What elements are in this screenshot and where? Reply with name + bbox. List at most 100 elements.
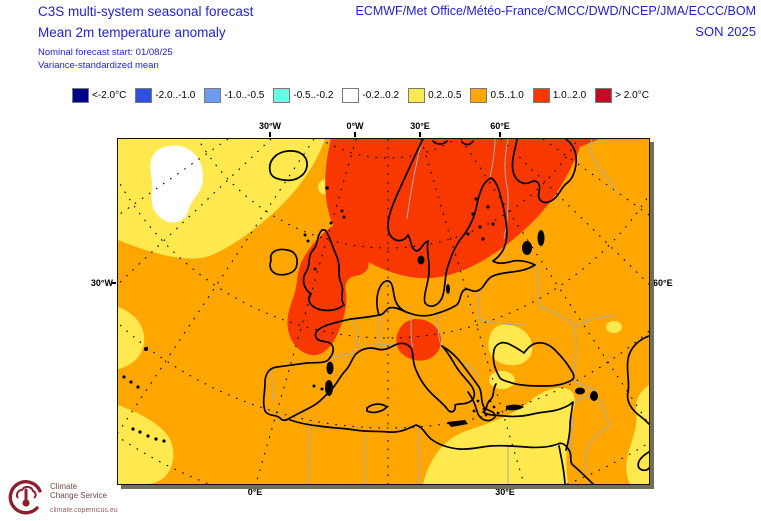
- borders-layer: [269, 139, 617, 484]
- axis-label-top-30w: 30°W: [258, 121, 282, 131]
- logo-url: climate.copernicus.eu: [50, 507, 118, 514]
- variance-label: Variance-standardized mean: [38, 60, 159, 71]
- legend-label: -1.0..-0.5: [224, 90, 265, 101]
- region-balkans-red: [396, 319, 442, 361]
- axis-tick: [254, 484, 256, 489]
- logo-text-block: Climate Change Service climate.copernicu…: [50, 476, 118, 514]
- lake-ladoga: [522, 241, 532, 255]
- coast-france-iberia: [262, 318, 352, 422]
- axis-label-bottom-30e: 30°E: [495, 487, 515, 497]
- axis-tick: [354, 132, 356, 137]
- islands-lakes-layer: [122, 186, 598, 443]
- lake-van: [575, 387, 585, 395]
- axis-tick: [419, 132, 421, 137]
- lake-urmia: [590, 391, 598, 401]
- island-cyprus: [506, 404, 524, 411]
- axis-tick: [111, 282, 116, 284]
- coast-mediterranean-italy: [289, 342, 476, 419]
- region-scandinavia-red: [325, 139, 599, 279]
- legend-label: <-2.0°C: [92, 90, 127, 101]
- axis-tick: [650, 282, 655, 284]
- legend-swatch: [470, 88, 488, 103]
- logo-line-1: Climate: [50, 482, 78, 491]
- legend-item-5: 0.2..0.5: [408, 88, 461, 103]
- color-legend: <-2.0°C -2.0..-1.0 -1.0..-0.5 -0.5..-0.2…: [72, 88, 649, 103]
- anomaly-map-canvas: [118, 139, 649, 484]
- coast-adriatic-greece: [441, 345, 496, 422]
- island-madeira: [144, 347, 148, 351]
- region-canary-yellow: [118, 405, 174, 484]
- region-atlantic-white: [150, 145, 204, 223]
- climate-change-service-icon: [8, 480, 42, 515]
- region-middle-east-yellow: [423, 387, 575, 484]
- axis-label-top-30e: 30°E: [410, 121, 430, 131]
- legend-swatch: [408, 88, 426, 103]
- coast-denmark: [376, 280, 407, 316]
- copernicus-logo: Climate Change Service climate.copernicu…: [6, 476, 118, 518]
- region-caspian-north-yellow: [606, 321, 622, 333]
- legend-swatch: [273, 88, 291, 103]
- coast-caspian: [626, 335, 649, 425]
- legend-label: 1.0..2.0: [552, 90, 587, 101]
- legend-item-0: <-2.0°C: [72, 88, 126, 103]
- page-title: C3S multi-system seasonal forecast: [38, 4, 254, 19]
- legend-item-8: > 2.0°C: [595, 88, 649, 103]
- coast-nile: [558, 445, 566, 484]
- legend-swatch: [135, 88, 153, 103]
- axis-label-right-60e: 60°E: [653, 278, 673, 288]
- region-right-edge-yellow: [626, 385, 649, 484]
- season-label: SON 2025: [695, 24, 756, 39]
- legend-item-2: -1.0..-0.5: [204, 88, 264, 103]
- model-attribution: ECMWF/Met Office/Météo-France/CMCC/DWD/N…: [355, 4, 756, 18]
- legend-swatch: [72, 88, 89, 103]
- coast-persian-gulf: [637, 451, 649, 472]
- legend-label: 0.5..1.0: [490, 90, 524, 101]
- axis-tick: [269, 132, 271, 137]
- legend-item-1: -2.0..-1.0: [135, 88, 195, 103]
- island-faroe: [325, 186, 329, 190]
- logo-line-2: Change Service: [50, 491, 107, 500]
- island-crete: [447, 420, 468, 427]
- page-subtitle: Mean 2m temperature anomaly: [38, 25, 226, 40]
- graticule-layer: [118, 139, 649, 484]
- axis-label-left-30w: 30°W: [90, 278, 113, 288]
- coastlines-layer: [262, 139, 649, 484]
- island-corsica: [326, 361, 334, 375]
- coast-ireland: [269, 248, 298, 276]
- legend-item-7: 1.0..2.0: [532, 88, 587, 103]
- coast-scandinavia-baltic: [378, 139, 536, 317]
- legend-item-4: -0.2..0.2: [342, 88, 399, 103]
- legend-item-6: 0.5..1.0: [470, 88, 524, 103]
- coast-north-africa: [289, 419, 594, 484]
- axis-label-top-60e: 60°E: [490, 121, 510, 131]
- axis-label-top-0w: 0°W: [346, 121, 364, 131]
- legend-label: -2.0..-1.0: [155, 90, 196, 101]
- legend-swatch: [342, 88, 360, 103]
- lake-onega: [537, 230, 545, 246]
- coast-white-sea: [511, 139, 577, 204]
- anomaly-field: [118, 139, 649, 484]
- coast-great-britain: [302, 229, 345, 312]
- coast-arctic-islands: [432, 140, 474, 146]
- legend-item-3: -0.5..-0.2: [273, 88, 333, 103]
- legend-label: 0.2..0.5: [428, 90, 462, 101]
- island-gotland: [446, 284, 450, 294]
- forecast-start-label: Nominal forecast start: 01/08/25: [38, 47, 173, 58]
- coast-turkey-levant: [482, 383, 574, 451]
- legend-label: > 2.0°C: [615, 90, 649, 101]
- legend-swatch: [595, 88, 613, 103]
- region-channel-biscay-red: [287, 223, 369, 356]
- coast-netherlands: [350, 314, 380, 320]
- coast-black-sea: [492, 341, 575, 387]
- axis-tick: [504, 484, 506, 489]
- region-left-mid-yellow: [118, 307, 145, 369]
- legend-label: -0.2..0.2: [362, 90, 400, 101]
- axis-tick: [499, 132, 501, 137]
- legend-swatch: [532, 88, 550, 103]
- coast-iceland: [268, 150, 308, 182]
- coast-sicily: [366, 403, 388, 414]
- axis-label-bottom-0e: 0°E: [247, 487, 263, 497]
- legend-swatch: [204, 88, 222, 103]
- forecast-map: [117, 138, 650, 485]
